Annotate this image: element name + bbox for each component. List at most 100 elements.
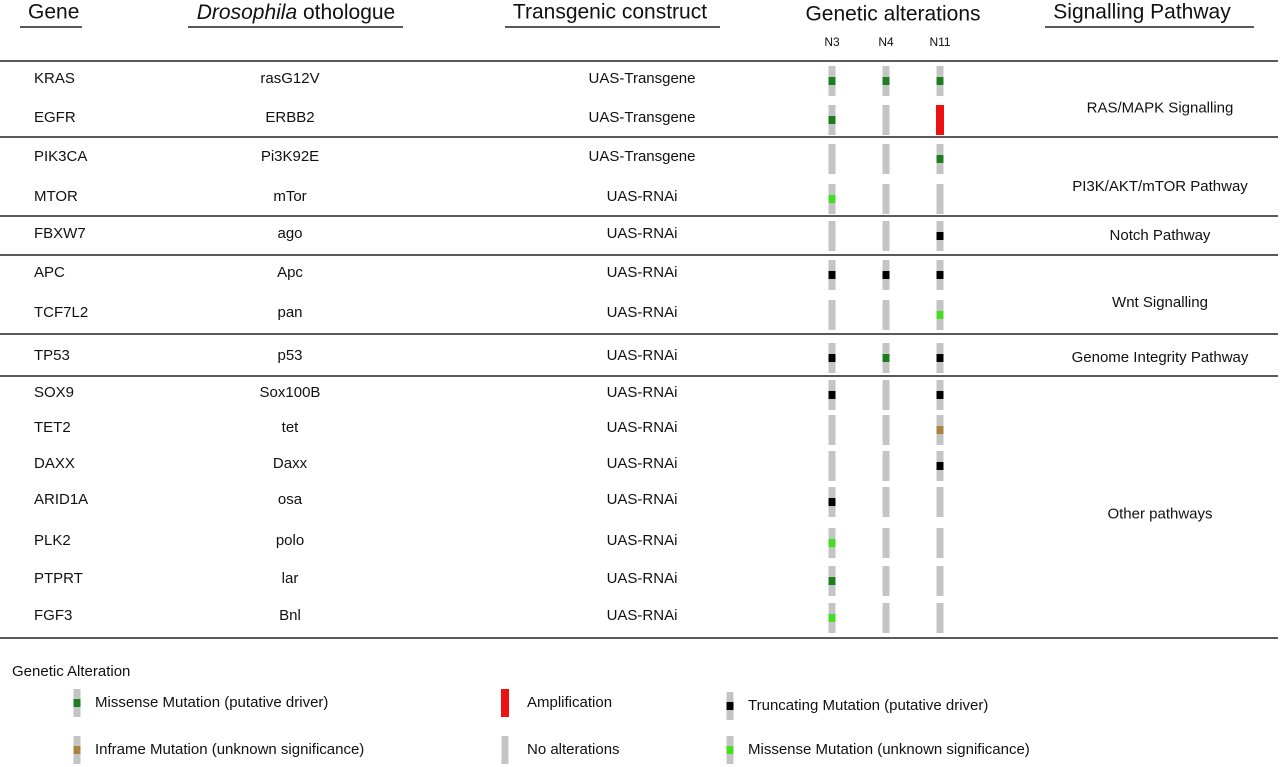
no-alteration-bar (936, 603, 944, 633)
sample-label: N11 (929, 35, 950, 49)
legend-label: Truncating Mutation (putative driver) (748, 697, 988, 714)
construct: UAS-RNAi (607, 225, 678, 242)
header-gene: Gene (28, 1, 79, 24)
sample-label: N3 (824, 35, 840, 49)
gene: TP53 (34, 347, 70, 364)
construct: UAS-RNAi (607, 491, 678, 508)
alteration-marker (936, 155, 944, 163)
alteration-marker (828, 577, 836, 585)
alteration-marker (936, 354, 944, 362)
no-alteration-bar (882, 300, 890, 330)
alteration-marker (828, 391, 836, 399)
gene: EGFR (34, 109, 76, 126)
no-alteration-bar (828, 415, 836, 445)
legend-label: Missense Mutation (unknown significance) (748, 741, 1030, 758)
ortholog: Daxx (273, 455, 308, 472)
alteration-marker (828, 116, 836, 124)
pathway: PI3K/AKT/mTOR Pathway (1072, 178, 1248, 195)
gene: FGF3 (34, 607, 72, 624)
no-alteration-bar (882, 184, 890, 214)
ortholog: pan (277, 304, 302, 321)
alteration-marker (828, 271, 836, 279)
no-alteration-bar (882, 603, 890, 633)
gene: MTOR (34, 188, 78, 205)
pathway: Notch Pathway (1110, 227, 1211, 244)
gene: TET2 (34, 419, 71, 436)
ortholog: ERBB2 (265, 109, 314, 126)
header-construct: Transgenic construct (513, 1, 707, 24)
alteration-marker (882, 77, 890, 85)
gene: PIK3CA (34, 148, 87, 165)
legend-swatch-marker (726, 746, 734, 754)
gene: PLK2 (34, 532, 71, 549)
legend-swatch-marker (726, 702, 734, 710)
alteration-marker (828, 539, 836, 547)
ortholog: ago (277, 225, 302, 242)
no-alteration-bar (882, 144, 890, 174)
construct: UAS-RNAi (607, 347, 678, 364)
no-alteration-bar (936, 184, 944, 214)
legend-swatch (501, 689, 509, 717)
no-alteration-bar (882, 451, 890, 481)
header-ortholog-rest: othologue (297, 1, 395, 24)
pathway: Other pathways (1107, 505, 1212, 522)
no-alteration-bar (882, 221, 890, 251)
construct: UAS-Transgene (589, 70, 696, 87)
pathway: Wnt Signalling (1112, 294, 1208, 311)
ortholog: Sox100B (260, 384, 321, 401)
ortholog: mTor (273, 188, 306, 205)
legend-swatch (501, 736, 509, 764)
no-alteration-bar (882, 487, 890, 517)
no-alteration-bar (882, 380, 890, 410)
ortholog: osa (278, 491, 303, 508)
legend-label: Inframe Mutation (unknown significance) (95, 741, 364, 758)
construct: UAS-RNAi (607, 384, 678, 401)
no-alteration-bar (828, 221, 836, 251)
no-alteration-bar (936, 528, 944, 558)
legend-label: Amplification (527, 694, 612, 711)
gene: APC (34, 264, 65, 281)
alteration-marker (936, 426, 944, 434)
legend-swatch-marker (73, 699, 81, 707)
pathway: Genome Integrity Pathway (1072, 349, 1249, 366)
no-alteration-bar (882, 566, 890, 596)
construct: UAS-RNAi (607, 570, 678, 587)
alteration-marker (828, 614, 836, 622)
header-ortholog-italic: Drosophila (197, 1, 297, 24)
ortholog: Apc (277, 264, 303, 281)
alteration-marker (828, 77, 836, 85)
gene: TCF7L2 (34, 304, 88, 321)
ortholog: Bnl (279, 607, 301, 624)
gene: FBXW7 (34, 225, 86, 242)
gene: DAXX (34, 455, 75, 472)
ortholog: lar (282, 570, 299, 587)
amplification-bar (936, 105, 944, 135)
legend-title: Genetic Alteration (12, 663, 130, 680)
ortholog: tet (282, 419, 300, 436)
construct: UAS-RNAi (607, 304, 678, 321)
alteration-marker (828, 498, 836, 506)
legend-label: Missense Mutation (putative driver) (95, 694, 328, 711)
no-alteration-bar (828, 144, 836, 174)
no-alteration-bar (936, 566, 944, 596)
construct: UAS-RNAi (607, 455, 678, 472)
no-alteration-bar (828, 300, 836, 330)
construct: UAS-Transgene (589, 109, 696, 126)
header-alterations: Genetic alterations (805, 3, 980, 26)
sample-label: N4 (878, 35, 894, 49)
no-alteration-bar (882, 528, 890, 558)
legend-label: No alterations (527, 741, 620, 758)
alteration-marker (882, 271, 890, 279)
alteration-marker (936, 391, 944, 399)
gene: SOX9 (34, 384, 74, 401)
alteration-marker (828, 354, 836, 362)
gene: ARID1A (34, 491, 88, 508)
construct: UAS-RNAi (607, 532, 678, 549)
pathway: RAS/MAPK Signalling (1087, 99, 1234, 116)
alteration-marker (936, 232, 944, 240)
gene: KRAS (34, 70, 75, 87)
alteration-marker (936, 462, 944, 470)
ortholog: polo (276, 532, 304, 549)
